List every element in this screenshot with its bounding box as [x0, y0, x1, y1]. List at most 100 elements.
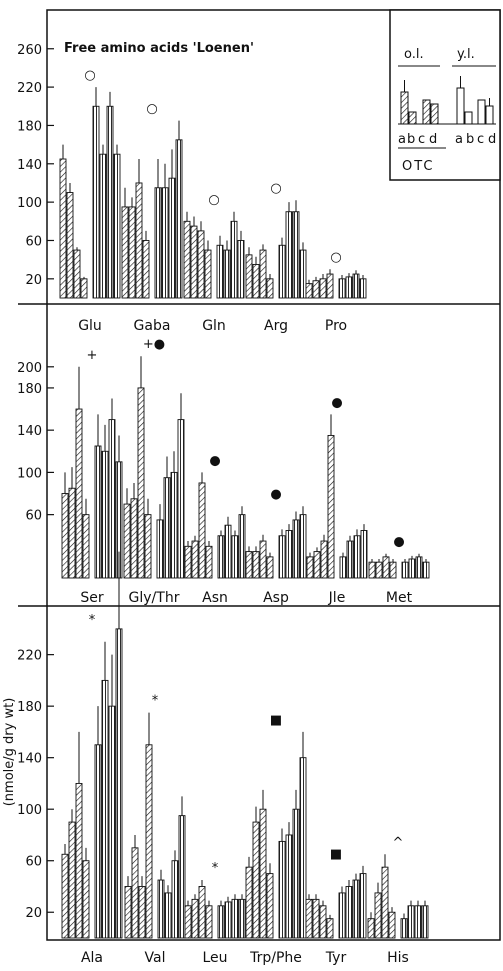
bar	[285, 211, 293, 299]
bar	[320, 540, 328, 579]
bar	[130, 498, 138, 579]
bar	[401, 561, 409, 579]
bar	[292, 808, 300, 939]
bar	[346, 540, 354, 579]
bar	[108, 705, 116, 939]
legend-bar-label: b	[466, 132, 474, 147]
y-tick-label: 200	[17, 361, 42, 376]
bar	[128, 206, 136, 299]
bar	[94, 744, 102, 939]
category-ser: Ser +	[61, 348, 123, 606]
category-label: Arg	[264, 318, 288, 334]
bar	[75, 408, 83, 579]
category-pro: Pro ○	[305, 250, 367, 334]
y-tick-label: 220	[17, 81, 42, 96]
category-trp-phe: Trp/Phe ■	[245, 713, 307, 966]
bar	[415, 556, 423, 579]
significance-marker: ●	[331, 395, 342, 410]
bar	[106, 105, 114, 299]
bar	[285, 834, 293, 939]
bar	[339, 556, 347, 579]
y-tick-label: 180	[17, 700, 42, 715]
bar	[252, 821, 260, 939]
legend-bar-label: b	[407, 132, 415, 147]
significance-marker: *	[212, 861, 219, 876]
y-tick-label: 60	[25, 509, 42, 524]
bar	[400, 918, 408, 939]
bar	[94, 445, 102, 579]
panel-1: 20 60 100 140 180 220 260 Glu ○ Gaba ○ Gln ○ Arg ○ Pro ○	[17, 43, 367, 334]
bar	[278, 840, 286, 939]
bar	[388, 911, 396, 939]
bar	[115, 628, 123, 939]
legend-group-ol: o.l.	[404, 47, 424, 62]
bar	[359, 873, 367, 939]
bar	[326, 273, 334, 299]
legend-bar	[485, 105, 494, 125]
bar	[198, 482, 206, 579]
bar	[184, 905, 192, 939]
y-tick-label: 100	[17, 196, 42, 211]
category-label: Val	[145, 950, 166, 966]
bar	[198, 886, 206, 939]
category-arg: Arg ○	[245, 181, 307, 334]
significance-marker: ○	[208, 193, 219, 208]
bar	[191, 898, 199, 939]
bar	[238, 514, 246, 579]
bar	[178, 815, 186, 939]
bar	[184, 545, 192, 579]
legend-bar-label: d	[429, 132, 437, 147]
category-label: His	[387, 950, 409, 966]
y-tick-label: 20	[25, 906, 42, 921]
bar	[230, 220, 238, 299]
bar	[61, 853, 69, 939]
chart-frame	[46, 9, 501, 941]
significance-marker: ●	[393, 535, 404, 550]
bar	[374, 892, 382, 939]
bar	[382, 556, 390, 579]
bar	[259, 808, 267, 939]
bar	[353, 535, 361, 579]
bar	[326, 918, 334, 939]
category-label: Met	[386, 590, 413, 606]
bar	[237, 240, 245, 299]
category-label: Tyr	[325, 950, 347, 966]
significance-marker: ○	[146, 102, 157, 117]
bar	[245, 866, 253, 939]
legend-bar	[430, 103, 439, 125]
y-tick-label: 60	[25, 855, 42, 870]
bar	[231, 535, 239, 579]
chart-title: Free amino acids 'Loenen'	[64, 41, 254, 56]
bar	[252, 551, 260, 579]
bar	[266, 278, 274, 299]
legend-bar	[400, 91, 409, 125]
bar	[252, 263, 260, 299]
bar	[352, 273, 360, 299]
significance-marker: ●	[209, 453, 220, 468]
bar	[190, 225, 198, 299]
bar	[101, 679, 109, 939]
bar	[92, 105, 100, 299]
legend-group-yl: y.l.	[457, 47, 475, 62]
y-axis-label: (nmole/g dry wt)	[2, 698, 17, 807]
legend-bar	[422, 99, 431, 125]
bar	[205, 905, 213, 939]
bar	[407, 905, 415, 939]
bar	[164, 892, 172, 939]
bar	[82, 860, 90, 939]
bar	[305, 283, 313, 299]
panel-3: 20 60 100 140 180 220 Ala * Val * Leu * Trp/Phe ■ Tyr ■…	[17, 551, 429, 966]
bar	[375, 561, 383, 579]
significance-marker: +●	[143, 337, 165, 352]
bar	[345, 886, 353, 939]
bar	[312, 898, 320, 939]
legend-bar-label: a	[455, 132, 463, 147]
category-label: Leu	[202, 950, 227, 966]
significance-marker: ^	[393, 835, 404, 850]
bar	[66, 192, 74, 299]
y-tick-label: 220	[17, 649, 42, 664]
bar	[292, 519, 300, 579]
legend-bar	[408, 111, 417, 125]
category-met: Met ●	[368, 535, 430, 606]
